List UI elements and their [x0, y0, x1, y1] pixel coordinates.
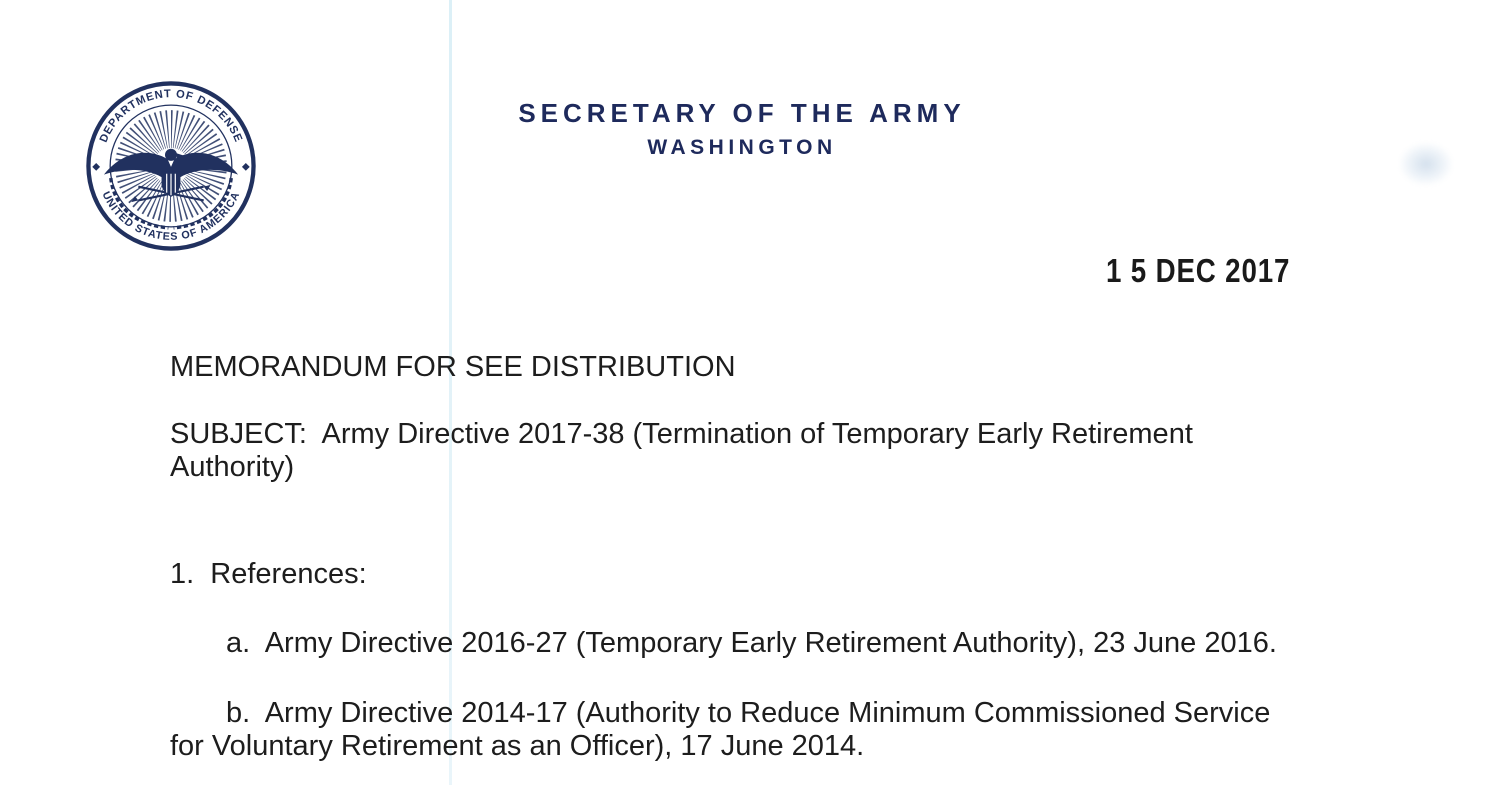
letterhead-location: WASHINGTON — [647, 136, 837, 159]
subject-line: SUBJECT: Army Directive 2017-38 (Termina… — [170, 418, 1200, 483]
seal-laurel-left — [109, 177, 169, 230]
dod-seal-icon: DEPARTMENT OF DEFENSE UNITED STATES OF A… — [85, 80, 257, 252]
scan-smudge — [1400, 143, 1452, 185]
seal-laurel-right — [173, 177, 233, 230]
seal-star-right — [241, 162, 250, 171]
references-heading: 1. References: — [170, 558, 367, 590]
seal-shield-stripes — [166, 173, 176, 196]
reference-item-b: b. Army Directive 2014-17 (Authority to … — [170, 697, 1279, 762]
seal-star-left — [92, 162, 101, 171]
letterhead: SECRETARY OF THE ARMY WASHINGTON — [367, 98, 1117, 160]
letterhead-org: SECRETARY OF THE ARMY — [518, 98, 966, 128]
dod-seal-graphic: DEPARTMENT OF DEFENSE UNITED STATES OF A… — [86, 81, 256, 251]
reference-item-a: a. Army Directive 2016-27 (Temporary Ear… — [226, 627, 1277, 659]
memo-for-line: MEMORANDUM FOR SEE DISTRIBUTION — [170, 351, 736, 383]
date-stamp: 1 5 DEC 2017 — [1106, 252, 1291, 289]
